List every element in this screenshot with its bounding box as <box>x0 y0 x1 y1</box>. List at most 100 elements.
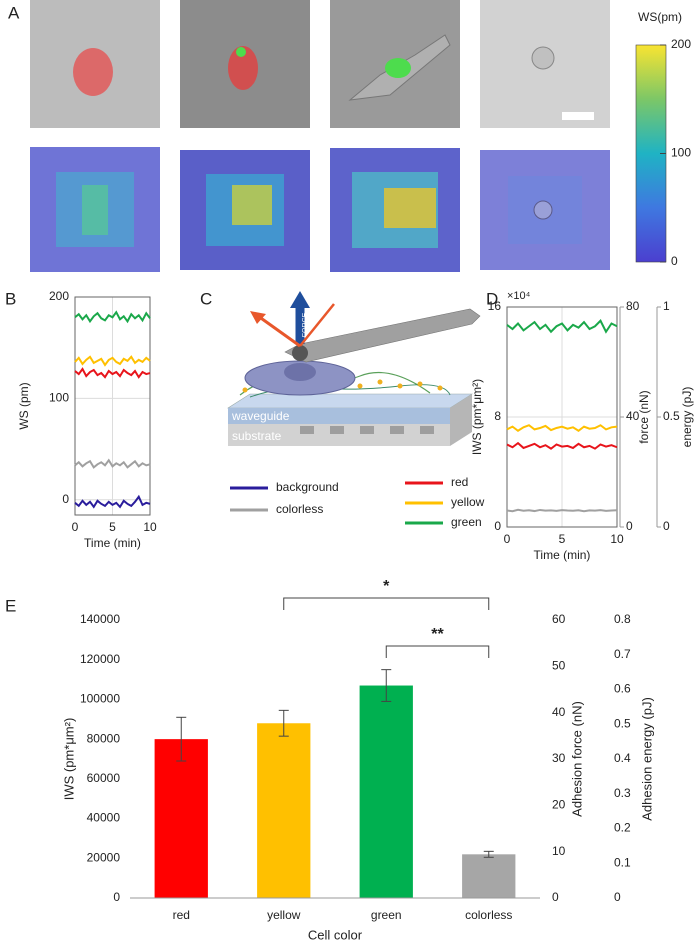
y2-tick-label: 10 <box>552 844 566 858</box>
y-tick-label: 60000 <box>87 771 121 785</box>
significance-bracket <box>385 645 490 658</box>
x-axis-label: Time (min) <box>84 536 141 550</box>
series-line <box>506 319 618 334</box>
force-label: FORCE <box>302 312 309 337</box>
y-tick-label: 120000 <box>80 652 120 666</box>
y2-tick-label: 40 <box>552 705 566 719</box>
legend-label: yellow <box>451 495 485 509</box>
layer-label: waveguide <box>231 409 290 423</box>
y2-tick-label: 30 <box>552 751 566 765</box>
significance-label: ** <box>431 626 444 643</box>
significance-label: * <box>383 578 390 595</box>
series-line <box>74 367 151 379</box>
cell <box>73 48 113 96</box>
legend-label: background <box>276 480 339 494</box>
y-multiplier: ×10⁴ <box>507 290 531 302</box>
waveguide <box>228 408 450 424</box>
cell <box>228 46 258 90</box>
legend-label: colorless <box>276 502 323 516</box>
y2-tick-label: 0 <box>552 890 559 904</box>
x-tick-label: green <box>371 908 402 922</box>
cell <box>531 46 555 70</box>
heatmap-row <box>30 147 610 272</box>
light-ray <box>257 314 301 348</box>
colorbar-tick-label: 200 <box>671 37 691 51</box>
x-axis-label: Time (min) <box>534 548 591 562</box>
waveguide-top <box>226 393 474 409</box>
panel-label: C <box>200 289 212 308</box>
y3-tick-label: 0.7 <box>614 647 631 661</box>
x-tick-label: colorless <box>465 908 512 922</box>
y2-tick-label: 40 <box>626 409 640 423</box>
y-tick-label: 100000 <box>80 692 120 706</box>
legend-label: green <box>451 515 482 529</box>
bar <box>257 723 311 898</box>
y2-tick-label: 80 <box>626 299 640 313</box>
y3-axis-label: energy (pJ) <box>680 387 694 448</box>
heatmap-tile <box>384 188 436 228</box>
cantilever <box>284 308 481 363</box>
legend-label: red <box>451 475 468 489</box>
y3-tick-label: 0 <box>663 519 670 533</box>
panel-label: A <box>8 3 20 22</box>
y2-tick-label: 0 <box>626 519 633 533</box>
panel-label: E <box>5 596 16 615</box>
y3-tick-label: 0.8 <box>614 612 631 626</box>
y3-tick-label: 0.6 <box>614 682 631 696</box>
series-line <box>74 458 151 469</box>
y-axis-label: IWS (pm*μm²) <box>61 718 76 801</box>
y3-tick-label: 0.3 <box>614 786 631 800</box>
light-ray <box>299 303 335 347</box>
light-ray-head <box>250 311 266 324</box>
y2-tick-label: 60 <box>552 612 566 626</box>
x-tick-label: red <box>173 908 190 922</box>
y-axis-label: IWS (pm*μm²) <box>470 379 484 455</box>
layer-label: substrate <box>232 429 282 443</box>
x-tick-label: 0 <box>72 520 79 534</box>
x-axis-label: Cell color <box>308 927 363 942</box>
y2-tick-label: 20 <box>552 798 566 812</box>
y-tick-label: 40000 <box>87 811 121 825</box>
x-tick-label: 5 <box>109 520 116 534</box>
bar <box>462 854 516 898</box>
y-tick-label: 0 <box>494 519 501 533</box>
y-tick-label: 16 <box>488 299 502 313</box>
cell-marker <box>385 58 411 78</box>
probe-bead <box>292 345 308 361</box>
y2-axis-label: Adhesion force (nN) <box>569 701 584 817</box>
y3-tick-label: 0 <box>614 890 621 904</box>
y3-tick-label: 0.5 <box>663 409 680 423</box>
x-tick-label: 5 <box>559 532 566 546</box>
nucleus <box>284 363 316 381</box>
y2-axis-label: force (nN) <box>637 390 651 443</box>
force-arrow-head <box>290 291 310 308</box>
y-tick-label: 8 <box>494 409 501 423</box>
substrate-side <box>450 394 472 446</box>
y3-axis-label: Adhesion energy (pJ) <box>639 697 654 821</box>
x-tick-label: 0 <box>504 532 511 546</box>
colorbar-tick-label: 0 <box>671 254 678 268</box>
panel-label: D <box>486 289 498 308</box>
series-line <box>506 508 618 513</box>
series-line <box>74 355 151 367</box>
series-line <box>506 441 618 450</box>
bar <box>359 685 413 898</box>
x-tick-label: 10 <box>143 520 157 534</box>
y-tick-label: 100 <box>49 391 69 405</box>
y-tick-label: 200 <box>49 289 69 303</box>
series-line <box>74 310 151 324</box>
y-tick-label: 20000 <box>87 850 121 864</box>
y-tick-label: 0 <box>113 890 120 904</box>
heatmap-tile <box>232 185 272 225</box>
plot-frame <box>506 306 618 528</box>
micrograph-row <box>30 0 610 128</box>
grating <box>300 426 434 434</box>
y3-tick-label: 0.5 <box>614 716 631 730</box>
bar <box>154 739 208 898</box>
x-tick-label: yellow <box>267 908 301 922</box>
schematic: FORCE waveguide substrate <box>226 291 481 446</box>
heatmap-tile <box>82 185 108 235</box>
panel-label: B <box>5 289 16 308</box>
